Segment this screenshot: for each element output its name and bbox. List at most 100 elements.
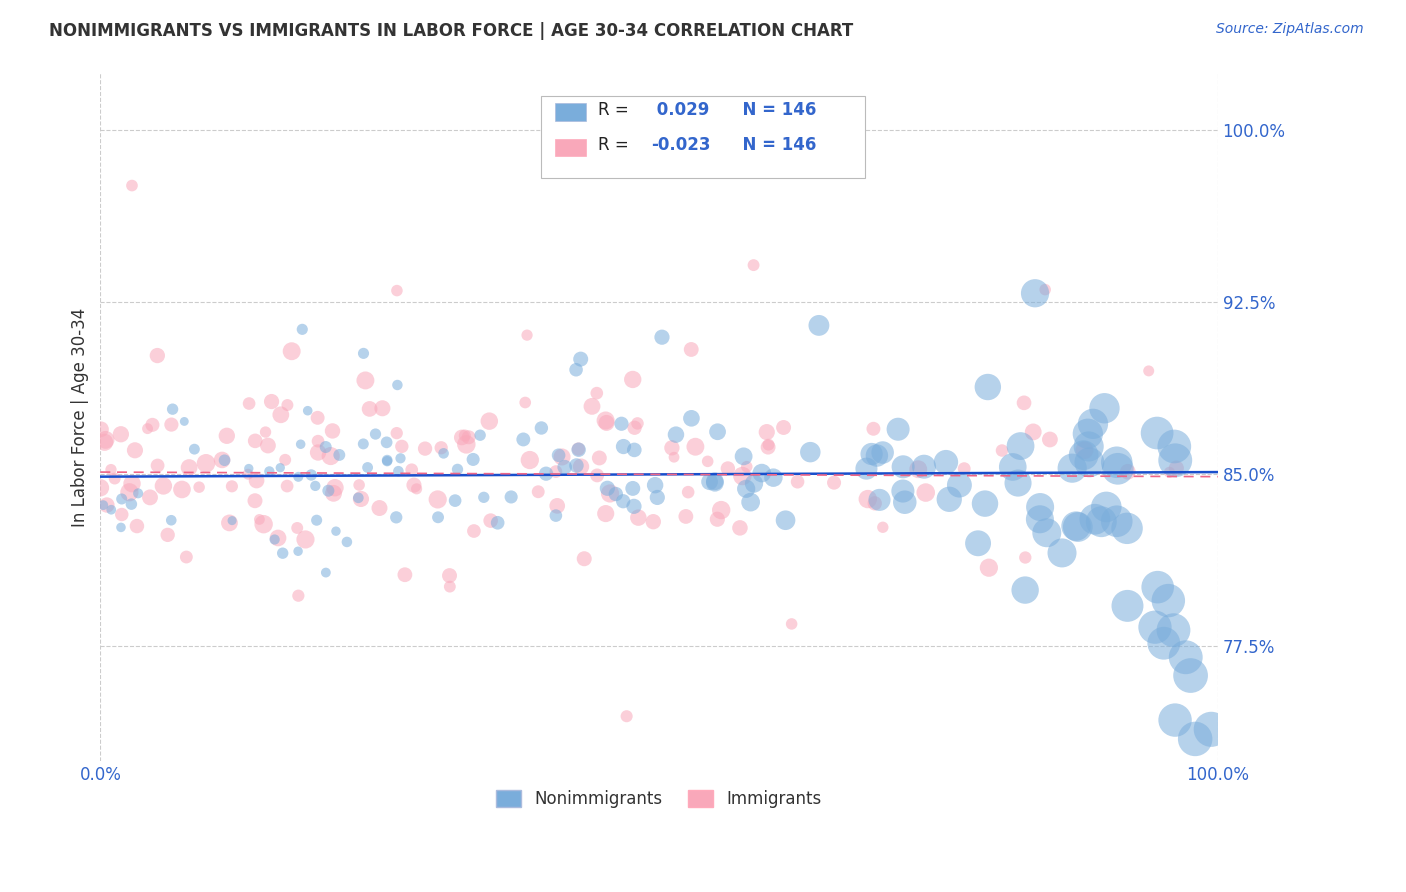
Point [551,450,574,464]
Point [1094,401,1116,416]
Point [1090,515,1112,529]
Point [1164,713,1187,727]
Point [1159,466,1181,480]
Point [375,435,398,450]
Point [218,516,240,530]
Point [1073,443,1095,458]
Point [221,479,243,493]
Point [935,455,957,469]
Point [1116,465,1139,479]
Point [627,510,650,524]
Point [953,461,976,475]
Point [1195,778,1218,792]
Point [287,470,309,484]
Point [681,411,703,425]
Point [616,709,638,723]
Text: R =: R = [598,101,634,119]
Point [152,479,174,493]
Point [1105,514,1128,528]
Point [567,442,589,456]
Point [352,437,374,451]
Point [855,461,877,475]
Point [211,453,233,467]
Point [1078,455,1101,469]
Point [446,462,468,476]
Point [676,485,699,500]
Point [1181,831,1204,846]
Point [585,386,607,401]
Point [245,434,267,448]
Point [546,499,568,513]
Point [621,482,644,496]
Point [307,445,329,459]
Point [530,421,553,435]
Point [644,478,666,492]
Point [735,482,758,496]
Point [454,428,477,442]
Point [863,496,886,510]
Point [139,491,162,505]
Point [136,422,159,436]
Point [249,512,271,526]
Point [179,460,201,475]
Point [1012,396,1035,410]
Point [111,491,134,506]
Point [257,438,280,452]
Point [1064,519,1087,533]
Point [90,422,112,436]
Point [703,475,725,489]
Point [478,414,501,428]
Point [176,549,198,564]
Point [731,469,754,483]
Point [599,486,621,500]
Point [444,493,467,508]
Point [1163,440,1185,454]
Point [775,513,797,527]
Point [270,408,292,422]
Point [1180,668,1202,682]
Point [321,424,343,438]
Point [643,515,665,529]
Text: -0.023: -0.023 [651,136,710,154]
Point [294,533,316,547]
Point [1029,512,1052,526]
Point [742,258,765,272]
Point [565,363,588,377]
Point [1001,459,1024,474]
Point [1033,283,1056,297]
Point [269,460,291,475]
Point [118,485,141,500]
Point [612,440,634,454]
Point [595,416,617,430]
Y-axis label: In Labor Force | Age 30-34: In Labor Force | Age 30-34 [72,308,89,526]
Point [356,460,378,475]
Point [214,453,236,467]
Point [1014,550,1036,565]
Point [221,514,243,528]
Point [1146,425,1168,440]
Point [860,447,883,461]
Point [1157,593,1180,607]
Point [430,441,453,455]
Point [786,475,808,489]
Point [696,454,718,468]
Point [111,508,134,522]
Point [1164,453,1187,467]
Point [1116,599,1139,613]
Point [977,560,1000,574]
Point [100,502,122,516]
Point [1024,286,1046,301]
Point [862,422,884,436]
Text: N = 146: N = 146 [731,136,817,154]
Point [375,454,398,468]
Point [894,495,917,509]
Point [322,486,344,500]
Point [259,464,281,478]
Point [1014,583,1036,598]
Point [391,439,413,453]
Text: N = 146: N = 146 [731,101,817,119]
Point [287,589,309,603]
Point [544,508,567,523]
Point [1077,426,1099,441]
Point [740,495,762,509]
